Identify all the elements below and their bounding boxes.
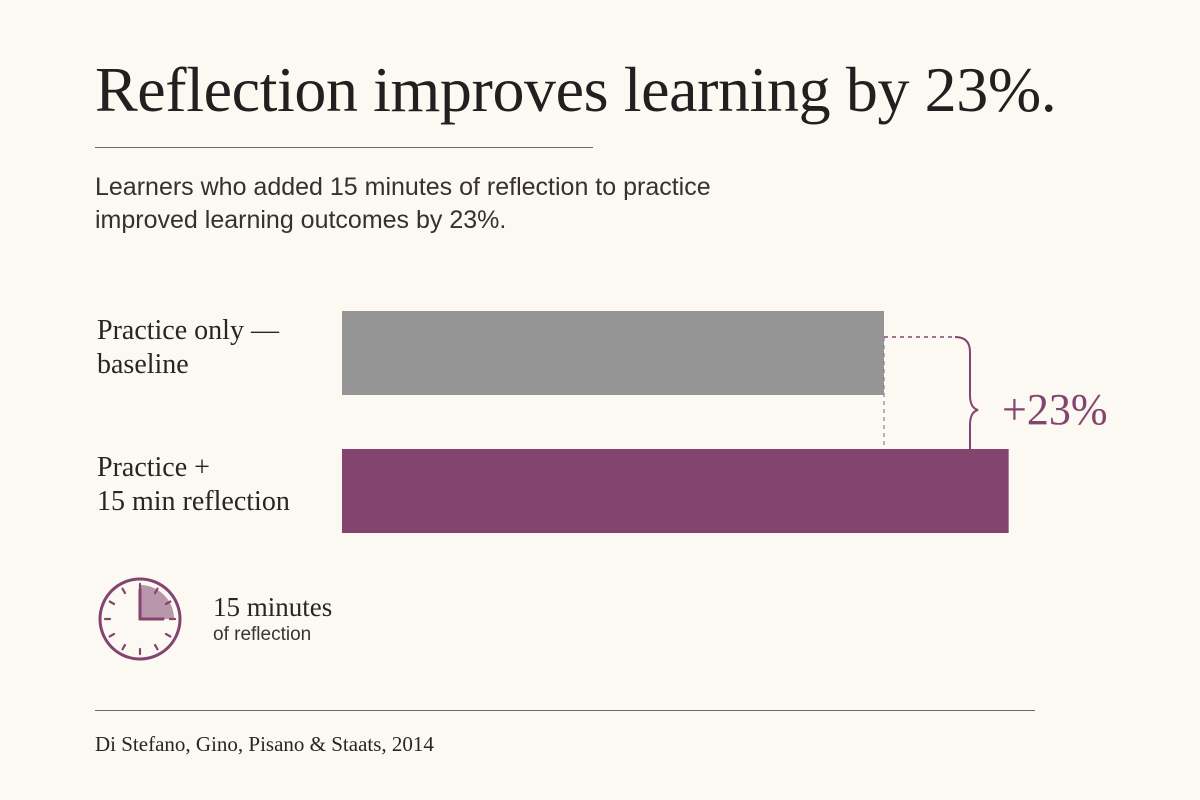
clock-tick [164, 632, 172, 638]
clock-tick [108, 600, 116, 606]
subtitle: Learners who added 15 minutes of reflect… [95, 171, 711, 237]
reflection-time-caption: of reflection [213, 624, 312, 645]
clock-tick [121, 643, 127, 651]
baseline-label-line-1: Practice only — [97, 315, 279, 346]
subtitle-line-1: Learners who added 15 minutes of reflect… [95, 173, 711, 201]
clock-tick [121, 587, 127, 595]
subtitle-line-2: improved learning outcomes by 23%. [95, 206, 507, 234]
footer-divider [95, 710, 1035, 711]
reflection-label-line-2: 15 min reflection [97, 486, 290, 517]
reflection-label-line-1: Practice + [97, 452, 210, 483]
difference-bracket [954, 336, 979, 483]
bar-chart: +23% [342, 311, 1107, 533]
clock-tick [108, 632, 116, 638]
clock-icon [98, 577, 182, 661]
clock-tick [153, 643, 159, 651]
baseline-label-line-2: baseline [97, 349, 189, 380]
reflection-time-headline: 15 minutes [213, 592, 333, 622]
bar-reflection [342, 449, 1009, 533]
reflection-time-note: 15 minutes of reflection [213, 592, 332, 648]
baseline-bar-label: Practice only — baseline [97, 314, 279, 382]
page-title: Reflection improves learning by 23%. [95, 54, 1057, 125]
difference-annotation: +23% [1002, 385, 1107, 434]
bar-baseline [342, 311, 884, 395]
reflection-bar-label: Practice + 15 min reflection [97, 451, 290, 519]
title-divider [95, 147, 593, 148]
source-citation: Di Stefano, Gino, Pisano & Staats, 2014 [95, 732, 434, 756]
